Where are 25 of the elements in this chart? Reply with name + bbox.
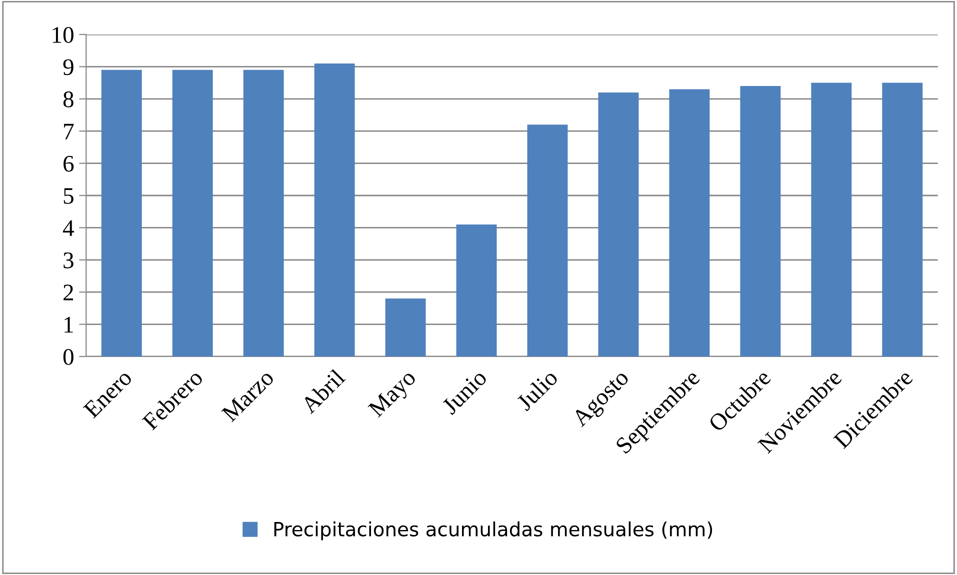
y-tick-label: 0 — [63, 348, 74, 365]
bar — [243, 70, 284, 356]
legend-label: Precipitaciones acumuladas mensuales (mm) — [274, 521, 712, 540]
bar — [527, 124, 568, 356]
bar — [882, 82, 923, 356]
bar — [598, 92, 639, 356]
bar — [740, 86, 781, 356]
y-tick-label: 1 — [64, 316, 73, 332]
bar — [314, 63, 355, 356]
bar — [669, 89, 710, 356]
bar — [101, 70, 142, 356]
y-tick-label: 5 — [64, 188, 74, 204]
bar — [385, 298, 426, 356]
y-tick-label: 9 — [63, 59, 74, 76]
y-tick-label: 2 — [64, 284, 74, 300]
bar — [456, 224, 497, 356]
y-tick-label: 8 — [63, 91, 74, 108]
y-tick-label: 10 — [52, 26, 74, 43]
x-tick-label: Julio — [515, 368, 559, 412]
bar — [172, 70, 213, 356]
y-tick-label: 6 — [64, 156, 74, 172]
y-tick-label: 7 — [64, 124, 74, 140]
y-tick-label: 4 — [62, 220, 74, 236]
bar — [811, 82, 852, 356]
y-tick-label: 3 — [64, 252, 74, 268]
